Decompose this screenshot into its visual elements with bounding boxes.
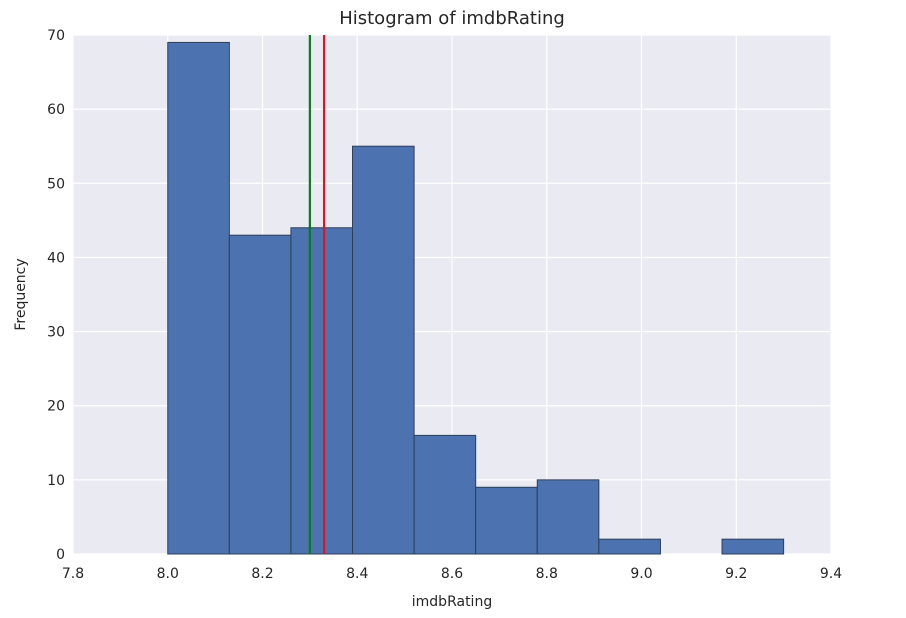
- x-tick-label-4: 8.6: [441, 566, 463, 582]
- histogram-bar-2: [290, 227, 354, 555]
- x-tick-label-0: 7.8: [62, 566, 84, 582]
- bars: [167, 41, 785, 555]
- y-tick-label-3: 30: [47, 325, 65, 341]
- x-axis-label: imdbRating: [412, 594, 492, 610]
- y-tick-label-0: 0: [56, 547, 65, 563]
- x-tick-label-1: 8.0: [157, 566, 179, 582]
- y-tick-label-7: 70: [47, 28, 65, 44]
- y-ticks: 0 10 20 30 40 50 60 70: [47, 28, 65, 563]
- y-tick-label-5: 50: [47, 176, 65, 192]
- y-tick-label-2: 20: [47, 399, 65, 415]
- x-tick-label-7: 9.2: [725, 566, 747, 582]
- histogram-bar-5: [475, 486, 538, 555]
- x-tick-label-8: 9.4: [820, 566, 842, 582]
- x-tick-label-2: 8.2: [251, 566, 273, 582]
- histogram-bar-6: [536, 479, 600, 555]
- histogram-bar-7: [598, 538, 661, 555]
- histogram-bar-4: [413, 434, 477, 555]
- y-axis-label: Frequency: [13, 258, 29, 330]
- chart-title: Histogram of imdbRating: [339, 8, 565, 29]
- histogram-bar-3: [352, 145, 415, 555]
- reference-lines: [308, 35, 326, 554]
- x-tick-label-6: 9.0: [630, 566, 652, 582]
- y-tick-label-1: 10: [47, 473, 65, 489]
- x-tick-label-5: 8.8: [536, 566, 558, 582]
- x-ticks: 7.8 8.0 8.2 8.4 8.6 8.8 9.0 9.2 9.4: [62, 566, 842, 582]
- histogram-bar-9: [721, 538, 785, 555]
- y-tick-label-4: 40: [47, 250, 65, 266]
- y-tick-label-6: 60: [47, 102, 65, 118]
- histogram-bar-1: [228, 234, 292, 555]
- x-tick-label-3: 8.4: [346, 566, 368, 582]
- histogram-bar-0: [167, 41, 230, 555]
